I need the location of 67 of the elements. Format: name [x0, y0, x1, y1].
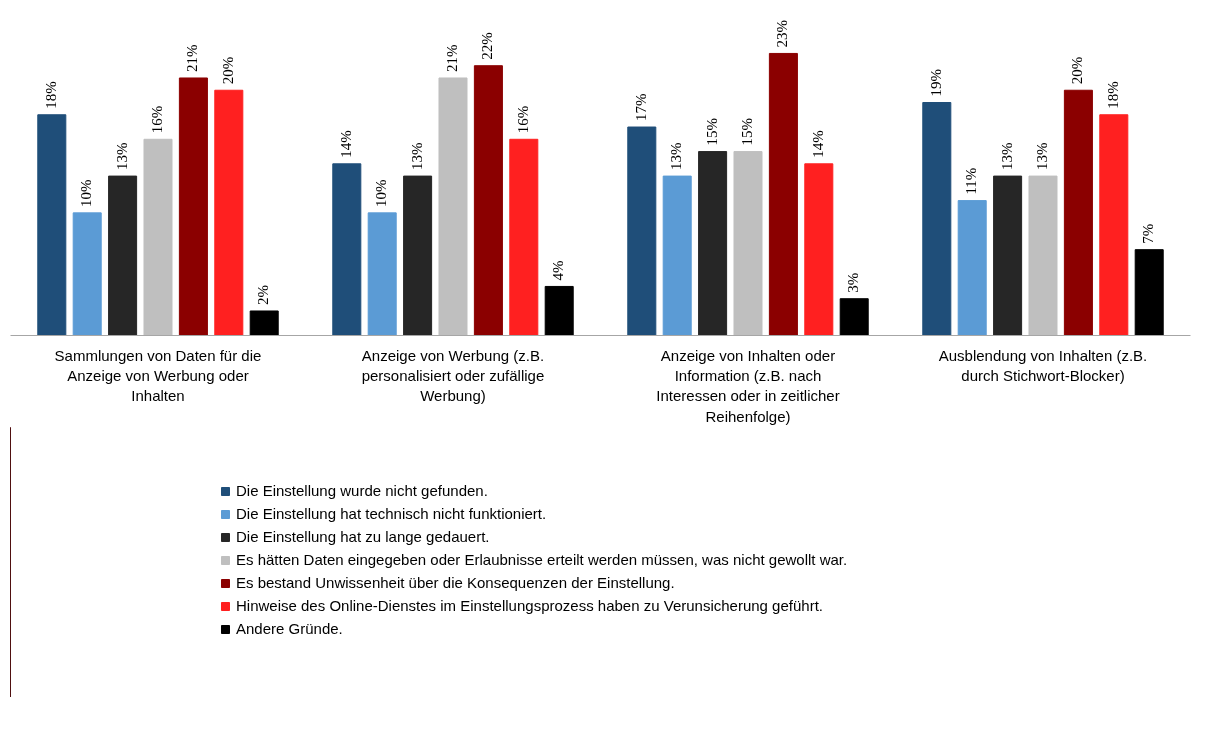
bar [922, 102, 952, 336]
data-label: 16% [149, 105, 165, 134]
data-label: 20% [1069, 56, 1086, 85]
legend-label: Es hätten Daten eingegeben oder Erlaubnisse erteilt werden müssen, was nicht gewollt war. [236, 551, 848, 568]
data-label: 2% [255, 284, 272, 305]
data-label: 14% [809, 130, 826, 158]
bar [627, 126, 657, 336]
data-label: 23% [774, 19, 791, 48]
x-tick-label: Ausblendung von Inhalten (z.B. durch Stichwort-Blocker) [938, 346, 1148, 384]
data-label: 19% [927, 69, 944, 97]
bar [662, 175, 692, 336]
bar [438, 77, 468, 336]
data-label: 18% [42, 81, 59, 109]
data-label: 16% [514, 105, 531, 134]
bar [214, 89, 244, 336]
bar [733, 151, 763, 336]
x-tick-label: Anzeige von Inhalten oder Information (z.B. nach Interessen oder in zeitlicher Reihenfolge) [656, 346, 840, 425]
legend-label: Hinweise des Online-Dienstes im Einstellungsprozess haben zu Verunsicherung geführt. [236, 597, 823, 614]
bar [509, 138, 539, 336]
bar [367, 212, 397, 336]
data-label: 15% [703, 118, 720, 146]
legend-label: Andere Gründe. [236, 620, 343, 637]
legend-label: Es bestand Unwissenheit über die Konsequenzen der Einstellung. [236, 574, 675, 591]
bar [993, 175, 1023, 336]
data-label: 18% [1104, 81, 1121, 109]
data-label: 4% [550, 260, 567, 281]
bar [768, 52, 798, 336]
data-label: 10% [78, 179, 95, 207]
bar [37, 114, 67, 336]
bar [72, 212, 102, 336]
bar [544, 285, 574, 336]
data-label: 17% [632, 93, 649, 122]
data-label: 13% [1034, 142, 1050, 171]
bar [698, 151, 728, 336]
data-label: 20% [219, 56, 236, 85]
bar [1063, 89, 1093, 336]
data-label: 22% [479, 32, 496, 60]
bar [1028, 175, 1058, 336]
bar [473, 65, 503, 336]
bar [839, 298, 869, 336]
bar [1099, 114, 1129, 336]
bar [108, 175, 138, 336]
bar [332, 163, 362, 336]
data-label: 7% [1140, 223, 1157, 244]
bar [403, 175, 433, 336]
data-label: 13% [668, 142, 685, 171]
bar [178, 77, 208, 336]
data-label: 10% [373, 179, 390, 207]
data-label: 14% [337, 130, 354, 158]
bar [249, 310, 279, 336]
data-label: 15% [739, 118, 755, 146]
x-tick-label: Anzeige von Werbung (z.B. personalisiert oder zufällige Werbung) [361, 346, 545, 405]
data-label: 11% [963, 167, 980, 195]
data-label: 21% [444, 44, 460, 72]
bar [1134, 249, 1164, 336]
legend-label: Die Einstellung hat zu lange gedauert. [236, 528, 490, 545]
data-label: 13% [408, 142, 425, 171]
data-label: 21% [184, 44, 201, 72]
data-label: 13% [113, 142, 130, 171]
legend-label: Die Einstellung wurde nicht gefunden. [236, 482, 488, 499]
data-label: 3% [845, 272, 862, 293]
x-tick-label: Sammlungen von Daten für die Anzeige von Werbung oder Inhalten [54, 346, 262, 405]
bar [957, 200, 987, 336]
legend-label: Die Einstellung hat technisch nicht funktioniert. [236, 505, 547, 522]
bar [804, 163, 834, 336]
data-label: 13% [998, 142, 1015, 171]
bar [143, 138, 173, 336]
